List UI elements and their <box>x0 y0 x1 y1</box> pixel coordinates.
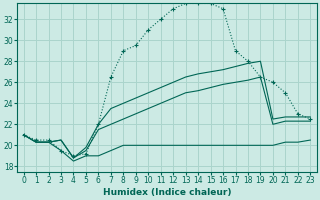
X-axis label: Humidex (Indice chaleur): Humidex (Indice chaleur) <box>103 188 231 197</box>
